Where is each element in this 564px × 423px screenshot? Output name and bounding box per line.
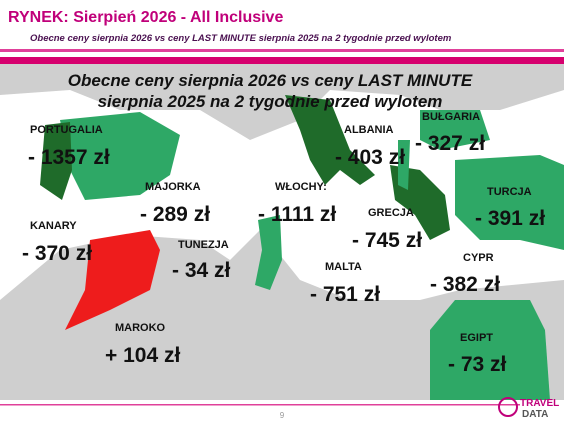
map xyxy=(0,64,564,400)
region-value: - 1111 zł xyxy=(258,203,336,226)
region-value: - 1357 zł xyxy=(28,146,110,169)
region-value: - 403 zł xyxy=(335,146,405,169)
region-value: - 289 zł xyxy=(140,203,210,226)
region-label: PORTUGALIA xyxy=(30,124,103,136)
logo-icon xyxy=(498,397,518,417)
labels: PORTUGALIA - 1357 zł MAJORKA - 289 zł KANARY… xyxy=(22,111,545,376)
region-label: KANARY xyxy=(30,220,77,232)
land xyxy=(0,64,564,140)
region-label: TURCJA xyxy=(487,186,532,198)
turkey xyxy=(455,155,564,250)
footer-rule xyxy=(0,404,520,406)
region-value: - 745 zł xyxy=(352,229,422,252)
rule xyxy=(0,57,564,64)
egypt xyxy=(430,300,550,400)
spain xyxy=(60,112,180,200)
region-label: CYPR xyxy=(463,252,494,264)
portugal xyxy=(40,122,72,200)
region-value: - 751 zł xyxy=(310,283,380,306)
logo: TRAVEL xyxy=(520,398,559,409)
region-label: MALTA xyxy=(325,261,362,273)
tunisia xyxy=(255,215,282,290)
albania xyxy=(398,140,410,190)
region-value: - 382 zł xyxy=(430,273,500,296)
region-value: + 104 zł xyxy=(105,344,180,367)
region-value: - 370 zł xyxy=(22,242,92,265)
region-label: TUNEZJA xyxy=(178,239,229,251)
morocco xyxy=(65,230,160,330)
region-label: GRECJA xyxy=(368,207,414,219)
map-heading: Obecne ceny sierpnia 2026 vs ceny LAST M… xyxy=(68,71,473,90)
map-heading: sierpnia 2025 na 2 tygodnie przed wylote… xyxy=(98,92,443,111)
region-label: MAROKO xyxy=(115,322,166,334)
region-label: MAJORKA xyxy=(145,181,201,193)
title: RYNEK: Sierpień 2026 - All Inclusive xyxy=(8,9,283,26)
region-value: - 391 zł xyxy=(475,207,545,230)
bulgaria xyxy=(420,110,490,150)
subtitle: Obecne ceny sierpnia 2026 vs ceny LAST M… xyxy=(30,33,452,44)
region-value: - 73 zł xyxy=(448,353,507,376)
italy xyxy=(285,95,375,185)
region-value: - 34 zł xyxy=(172,259,231,282)
region-label: EGIPT xyxy=(460,332,493,344)
rule xyxy=(0,49,564,52)
region-value: - 327 zł xyxy=(415,132,485,155)
region-label: WŁOCHY: xyxy=(275,181,327,193)
page-number: 9 xyxy=(280,411,285,420)
region-label: ALBANIA xyxy=(344,124,394,136)
logo: DATA xyxy=(522,409,548,420)
region-label: BUŁGARIA xyxy=(422,111,480,123)
